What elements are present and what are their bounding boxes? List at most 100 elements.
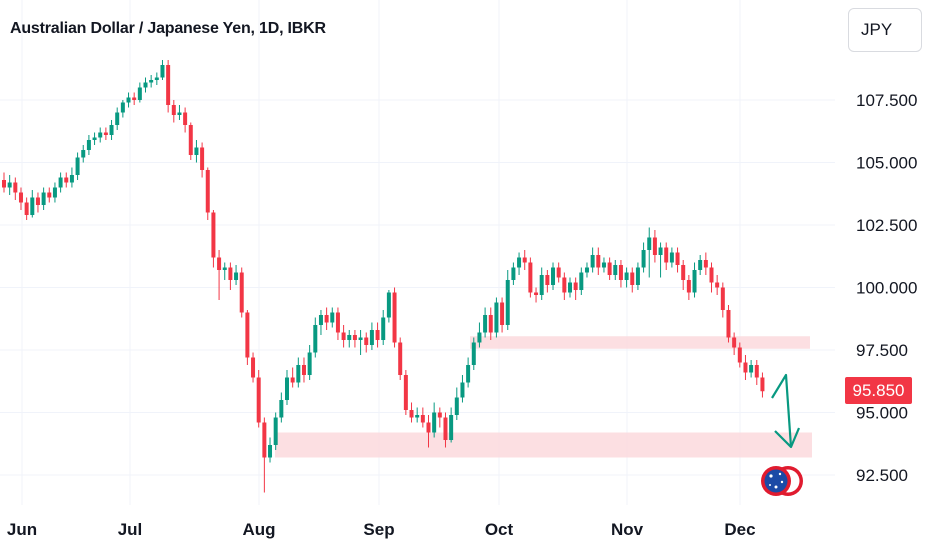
candle: [177, 105, 182, 120]
y-tick-label: 107.500: [856, 91, 917, 110]
candle-body: [81, 150, 86, 158]
support-zone: [470, 336, 810, 349]
candle: [686, 275, 691, 300]
candle-body: [58, 177, 63, 188]
candle-body: [568, 282, 572, 293]
candle-body: [426, 422, 431, 433]
candle: [358, 330, 363, 355]
candle: [511, 262, 516, 285]
candle-body: [658, 247, 663, 255]
candle-body: [256, 377, 261, 423]
candle-body: [109, 125, 114, 135]
candle-body: [652, 237, 657, 255]
candle: [81, 145, 86, 163]
candle: [760, 372, 765, 398]
candle: [279, 392, 284, 423]
candle: [171, 100, 176, 123]
candle: [126, 92, 131, 108]
australia-flag-icon[interactable]: [761, 466, 803, 496]
candle-body: [268, 445, 273, 458]
candle: [624, 267, 629, 288]
candle-body: [160, 65, 165, 78]
candle: [613, 260, 618, 280]
candle: [375, 322, 380, 348]
candle: [58, 172, 63, 193]
candle: [86, 135, 91, 155]
y-tick-label: 100.000: [856, 279, 917, 298]
candle: [737, 342, 742, 368]
candle-body: [318, 315, 323, 325]
candle: [726, 305, 731, 343]
candle: [137, 82, 142, 103]
candle: [166, 60, 171, 113]
candle-body: [262, 422, 267, 458]
candle: [194, 140, 199, 163]
candle: [534, 287, 539, 303]
y-tick-label: 102.500: [856, 216, 917, 235]
last-price-label: 95.850: [845, 377, 912, 404]
candle-body: [556, 267, 561, 278]
candle-body: [2, 180, 6, 188]
candle: [528, 257, 533, 298]
candle-body: [217, 257, 222, 270]
candle-body: [562, 277, 567, 293]
candle-body: [466, 365, 471, 383]
candle-body: [483, 315, 488, 333]
candle: [92, 132, 97, 145]
currency-button[interactable]: JPY: [848, 8, 922, 52]
candle: [568, 277, 572, 298]
candle-body: [47, 192, 52, 198]
candle: [352, 330, 357, 348]
candle-body: [154, 77, 159, 80]
candle-body: [624, 272, 629, 280]
candle-body: [290, 377, 295, 383]
candle-body: [92, 137, 97, 140]
candle-body: [601, 262, 606, 268]
candle-body: [726, 310, 731, 338]
candle-body: [149, 80, 154, 83]
candle-body: [239, 272, 244, 313]
candle-body: [194, 147, 199, 155]
candle-body: [341, 332, 346, 340]
candle-body: [500, 302, 505, 325]
candle: [13, 177, 18, 200]
candle: [483, 307, 488, 338]
x-tick-label: Dec: [724, 520, 755, 539]
candle-body: [30, 197, 35, 215]
candle: [234, 265, 239, 285]
candle-body: [324, 315, 329, 323]
candle-body: [511, 267, 516, 280]
candle: [330, 307, 335, 328]
candle-body: [211, 212, 216, 258]
candle: [7, 175, 12, 195]
candle-body: [52, 187, 57, 198]
y-tick-label: 97.500: [856, 341, 908, 360]
candle-body: [18, 192, 23, 203]
candle: [188, 122, 193, 160]
projection-arrow: [771, 373, 801, 449]
candle: [471, 337, 476, 370]
candle: [313, 317, 318, 358]
candle: [18, 187, 23, 210]
candle: [658, 242, 663, 278]
candle: [494, 297, 499, 338]
candle-body: [132, 97, 137, 100]
candle-body: [364, 337, 369, 345]
candle: [584, 262, 589, 278]
candle-body: [630, 272, 635, 285]
support-zones: [275, 336, 812, 458]
candle: [545, 270, 550, 293]
candle: [341, 325, 346, 348]
down-arrow-head: [774, 427, 801, 449]
candle-body: [590, 255, 595, 268]
candle: [522, 250, 527, 270]
candle-body: [166, 65, 171, 105]
candle: [98, 127, 103, 143]
candle-body: [301, 365, 306, 375]
candle-body: [647, 237, 652, 250]
candle: [664, 242, 669, 270]
candle: [415, 407, 420, 423]
candle-body: [443, 417, 448, 440]
candle: [477, 322, 482, 348]
candle: [369, 322, 374, 350]
